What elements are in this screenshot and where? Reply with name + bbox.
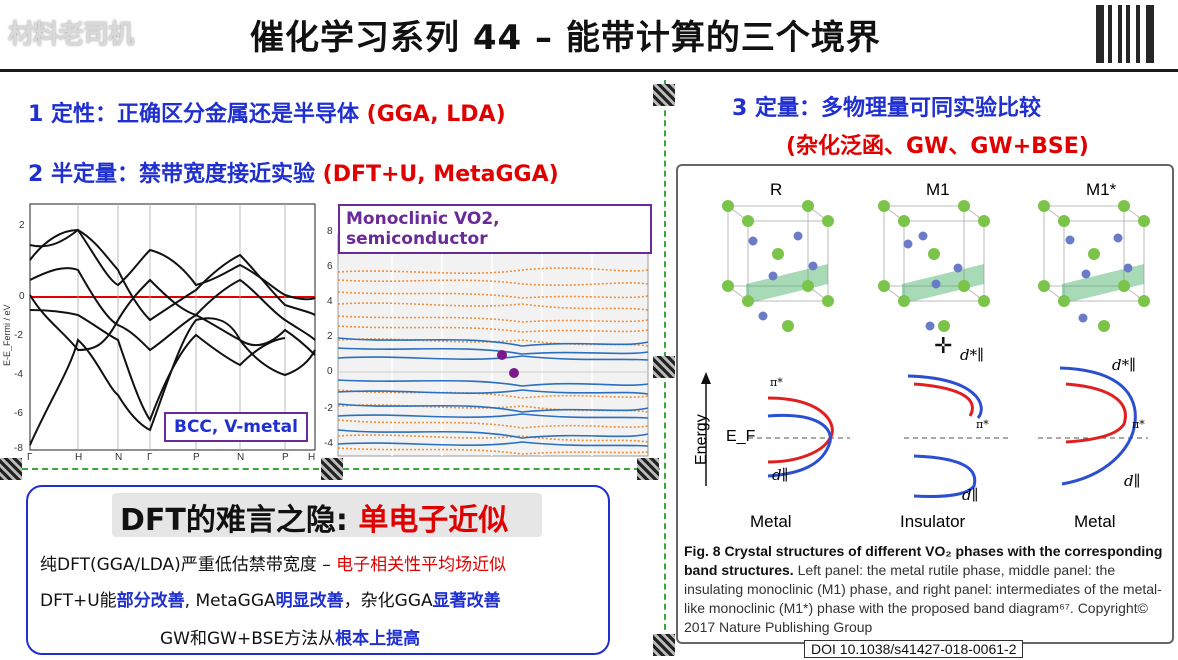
brand-logo: 材料老司机 — [8, 20, 134, 50]
note-line-2-f: 显著改善 — [432, 591, 501, 611]
vo2-label: Monoclinic VO2, semiconductor — [338, 204, 652, 254]
note-heading-background — [112, 493, 542, 537]
note-line-1-highlight: 电子相关性平均场近似 — [336, 555, 507, 575]
point-2-methods: (DFT+U, MetaGGA) — [322, 162, 559, 187]
point-1-methods: (GGA, LDA) — [366, 102, 506, 127]
qr-code-icon — [1096, 5, 1154, 63]
bcc-ytick: 2 — [19, 220, 25, 231]
figure-caption: Fig. 8 Crystal structures of different V… — [684, 542, 1166, 637]
point-1-text: 1 定性：正确区分金属还是半导体 — [28, 102, 359, 127]
bcc-xtick: N — [237, 452, 245, 463]
d-star-label: d*∥ — [1112, 356, 1137, 374]
bcc-xtick: N — [115, 452, 123, 463]
slide-title: 催化学习系列 44 – 能带计算的三个境界 — [250, 18, 881, 58]
bcc-xtick: H — [308, 452, 316, 463]
note-line-3-b: 根本上提高 — [335, 629, 421, 649]
d-star-label: d*∥ — [960, 346, 985, 364]
note-heading: DFT的难言之隐: 单电子近似 — [120, 495, 508, 539]
phase-label-m1star: M1* — [1086, 180, 1117, 199]
energy-axis-label: Energy — [693, 414, 710, 465]
bcc-xtick: H — [75, 452, 83, 463]
bcc-ytick: -4 — [14, 369, 23, 380]
bcc-xtick: P — [282, 452, 289, 463]
qr-marker-icon — [653, 84, 675, 106]
pi-star-label: π* — [976, 418, 989, 431]
header-divider — [0, 69, 1178, 72]
d-parallel-label: d∥ — [772, 466, 789, 484]
note-line-3: GW和GW+BSE方法从根本上提高 — [160, 624, 420, 649]
pi-star-label: π* — [770, 376, 783, 389]
point-1: 1 定性：正确区分金属还是半导体 (GGA, LDA) — [28, 96, 506, 128]
note-line-1-text: 纯DFT(GGA/LDA)严重低估禁带宽度 – — [40, 555, 331, 575]
bcc-ytick: 0 — [19, 291, 25, 302]
vo2-ytick: -4 — [324, 438, 333, 449]
qr-marker-icon — [321, 458, 343, 480]
header-bar — [0, 0, 1178, 70]
phase-label-r: R — [770, 180, 783, 199]
bcc-y-axis-label: E-E_Fermi / eV — [2, 304, 12, 366]
note-line-2-d: 明显改善 — [275, 591, 344, 611]
note-line-2-b: 部分改善 — [116, 591, 185, 611]
bcc-label: BCC, V-metal — [164, 412, 308, 442]
qr-marker-icon — [0, 458, 22, 480]
figure-caption-body: Left panel: the metal rutile phase, midd… — [684, 562, 1162, 635]
bcc-ytick: -6 — [14, 408, 23, 419]
doi-reference: DOI 10.1038/s41427-018-0061-2 — [804, 640, 1024, 658]
note-line-2-e: ，杂化GGA — [343, 591, 433, 611]
bcc-xtick: Γ — [147, 452, 153, 463]
d-parallel-label: d∥ — [1124, 472, 1141, 490]
note-line-3-a: GW和GW+BSE方法从 — [160, 629, 336, 649]
note-line-2-c: , MetaGGA — [184, 591, 276, 611]
bcc-xtick: Γ — [27, 452, 33, 463]
fermi-level-label: E_F — [726, 428, 756, 445]
vo2-band-structure-plot: 8 6 4 2 0 -2 -4 Monoclinic VO2, semicond… — [322, 200, 652, 462]
note-heading-text: DFT的难言之隐: — [120, 503, 348, 538]
d-parallel-label: d∥ — [962, 486, 979, 504]
point-2-text: 2 半定量：禁带宽度接近实验 — [28, 162, 315, 187]
figure-caption-title: Fig. 8 Crystal structures of different V… — [684, 543, 1163, 578]
qr-marker-icon — [653, 356, 675, 378]
qr-marker-icon — [653, 634, 675, 656]
vo2-ytick: 4 — [327, 296, 333, 307]
state-label-metal: Metal — [750, 512, 792, 531]
vo2-ytick: 8 — [327, 226, 333, 237]
bcc-ytick: -2 — [14, 330, 23, 341]
bcc-ytick: -8 — [14, 443, 23, 454]
vo2-ytick: 2 — [327, 331, 333, 342]
point-2: 2 半定量：禁带宽度接近实验 (DFT+U, MetaGGA) — [28, 156, 559, 188]
qr-marker-icon — [637, 458, 659, 480]
vo2-ytick: 0 — [327, 366, 333, 377]
note-heading-highlight: 单电子近似 — [358, 503, 509, 538]
phase-label-m1: M1 — [926, 180, 950, 199]
point-3-text: 3 定量：多物理量可同实验比较 — [732, 96, 1041, 121]
bcc-band-structure-plot: E-E_Fermi / eV 2 0 -2 -4 -6 -8 Γ H N Γ P… — [0, 200, 320, 463]
mouse-cursor-icon: ✛ — [934, 334, 953, 359]
note-line-2: DFT+U能部分改善, MetaGGA明显改善，杂化GGA显著改善 — [40, 586, 501, 611]
vo2-figure-panel: R M1 M1* Energy E_F π* π* π* d∥ d∥ d∥ d*… — [676, 164, 1174, 644]
pi-star-label: π* — [1132, 418, 1145, 431]
note-line-1: 纯DFT(GGA/LDA)严重低估禁带宽度 – 电子相关性平均场近似 — [40, 550, 506, 575]
vo2-ytick: -2 — [324, 403, 333, 414]
vo2-ytick: 6 — [327, 261, 333, 272]
note-line-2-a: DFT+U能 — [40, 591, 117, 611]
state-label-insulator: Insulator — [900, 512, 966, 531]
point-3-methods: (杂化泛函、GW、GW+BSE) — [786, 134, 1089, 159]
state-label-metal: Metal — [1074, 512, 1116, 531]
point-3: 3 定量：多物理量可同实验比较 — [732, 90, 1041, 122]
bcc-xtick: P — [193, 452, 200, 463]
